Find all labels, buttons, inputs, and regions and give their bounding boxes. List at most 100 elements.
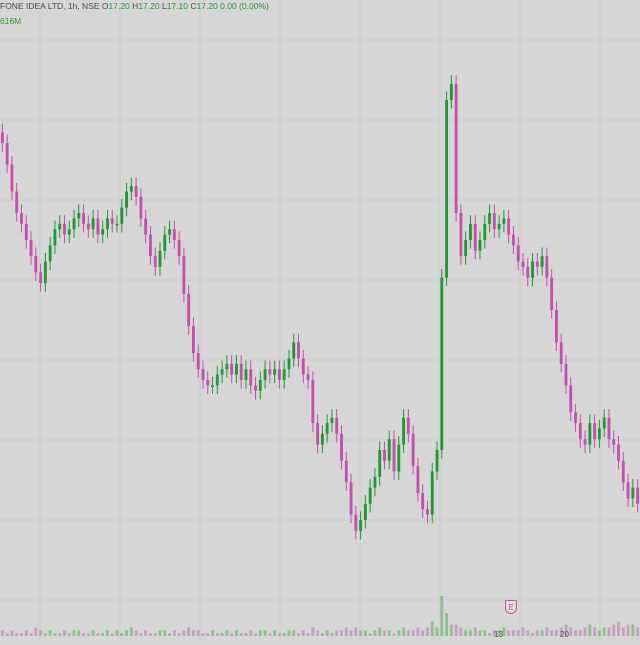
volume-bar — [516, 630, 520, 636]
candle-body — [469, 223, 472, 240]
candle-body — [144, 218, 148, 235]
candle-body — [86, 223, 90, 230]
volume-bar — [531, 633, 534, 636]
candle-body — [416, 466, 420, 494]
candle-body — [602, 417, 606, 429]
candle-body — [39, 272, 43, 284]
candle-body — [574, 412, 577, 424]
candle-body — [234, 363, 238, 375]
volume-bar — [258, 630, 262, 636]
volume-bar — [129, 627, 133, 636]
candle-body — [187, 293, 191, 327]
open-value: 17.20 — [108, 1, 130, 11]
volume-bar — [497, 630, 501, 636]
volume-bar — [125, 630, 128, 636]
candle-body — [392, 439, 396, 472]
candle-body — [502, 218, 506, 224]
candle-body — [435, 450, 439, 472]
volume-bar — [20, 633, 23, 636]
volume-bar — [626, 624, 630, 636]
candle-body — [115, 223, 119, 226]
symbol-legend: FONE IDEA LTD, 1h, NSE O17.20 H17.20 L17… — [0, 1, 269, 11]
candle-body — [464, 240, 468, 257]
close-label: C — [190, 1, 197, 11]
volume-bar — [578, 630, 582, 636]
candle-body — [626, 482, 630, 499]
volume-bar — [344, 627, 348, 636]
volume-bar — [292, 630, 296, 636]
candle-body — [397, 444, 401, 472]
candle-body — [158, 250, 162, 267]
candle-body — [545, 256, 549, 278]
volume-bar — [569, 627, 573, 636]
volume-bar — [554, 630, 558, 636]
candle-body — [5, 143, 9, 165]
candle-body — [149, 234, 152, 257]
candle-body — [297, 342, 300, 359]
close-value: 17.20 — [196, 1, 218, 11]
earnings-marker[interactable]: E — [505, 600, 517, 614]
volume-bar — [311, 627, 315, 636]
volume-bar — [39, 630, 43, 636]
candle-body — [540, 256, 544, 267]
candle-body — [373, 476, 377, 488]
volume-bar — [320, 633, 324, 636]
volume-bar — [163, 630, 167, 636]
volume-bar — [158, 630, 162, 636]
volume-bar — [244, 633, 248, 636]
volume-bar — [96, 633, 100, 636]
volume-bar — [273, 630, 277, 636]
volume-bar — [373, 630, 377, 636]
candle-body — [258, 380, 262, 391]
volume-bar — [282, 633, 286, 636]
x-tick-label: 20 — [560, 630, 569, 639]
candle-body — [215, 374, 219, 386]
volume-bar — [110, 633, 114, 636]
candle-body — [325, 423, 329, 434]
candle-body — [569, 385, 573, 413]
low-label: L — [161, 1, 167, 11]
candle-body — [583, 439, 587, 445]
candle-body — [15, 191, 19, 214]
candle-body — [607, 417, 611, 440]
candle-body — [230, 363, 234, 375]
candle-body — [363, 503, 367, 520]
volume-bar — [34, 627, 38, 636]
volume-bar — [53, 633, 57, 636]
candle-body — [316, 423, 320, 445]
candle-body — [612, 439, 616, 445]
volume-bar — [106, 630, 109, 636]
volume-bar — [325, 630, 329, 636]
candle-body — [20, 213, 23, 224]
candle-body — [330, 417, 334, 424]
candle-body — [277, 369, 281, 380]
volume-bar — [354, 627, 358, 636]
candle-body — [53, 229, 57, 246]
candle-body — [597, 428, 601, 440]
candle-body — [106, 218, 109, 230]
volume-bar — [378, 627, 382, 636]
volume-bar — [593, 627, 597, 636]
candle-body — [483, 223, 487, 240]
volume-bar — [617, 621, 620, 636]
candle-body — [120, 207, 124, 224]
symbol-title: FONE IDEA LTD, 1h, NSE — [0, 1, 100, 11]
volume-bar — [507, 630, 511, 636]
volume-bar — [24, 630, 28, 636]
open-label: O — [101, 1, 109, 11]
volume-bar — [416, 627, 420, 636]
candle-body — [301, 358, 305, 375]
volume-bar — [67, 633, 71, 636]
volume-bar — [406, 630, 410, 636]
candle-body — [311, 380, 315, 424]
volume-bar — [101, 633, 105, 636]
volume-bar — [335, 630, 339, 636]
volume-bar — [196, 630, 200, 636]
volume-bar — [545, 627, 549, 636]
candle-body — [402, 417, 406, 445]
candle-body — [134, 186, 138, 197]
candle-body — [182, 256, 186, 294]
